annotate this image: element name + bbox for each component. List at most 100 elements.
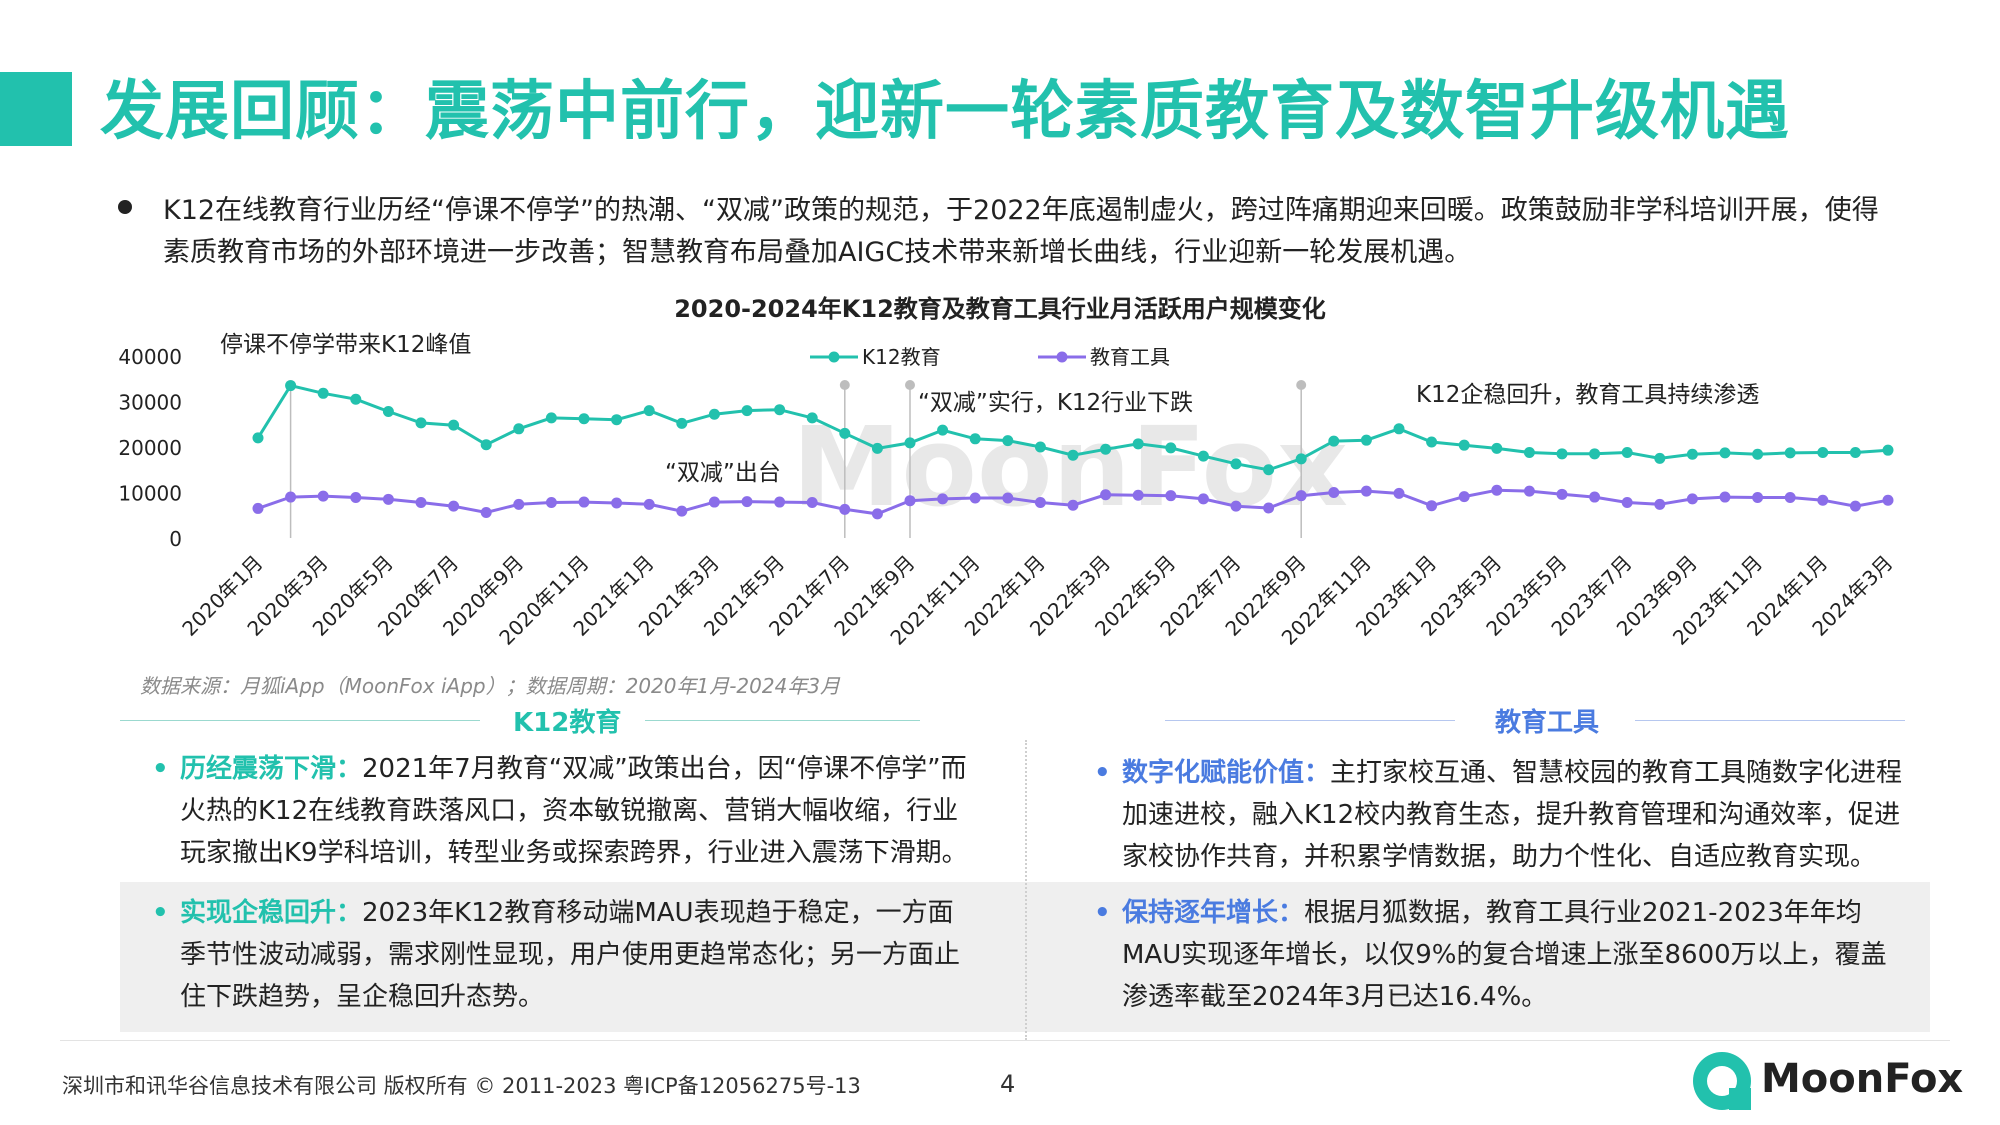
data-point xyxy=(382,493,394,505)
page-number: 4 xyxy=(1000,1070,1016,1098)
k12-section-header: K12教育 xyxy=(120,700,920,740)
data-point xyxy=(806,412,818,424)
data-point xyxy=(448,500,460,512)
page-title: 发展回顾：震荡中前行，迎新一轮素质教育及数智升级机遇 xyxy=(100,75,1790,149)
chart-annotation: K12企稳回升，教育工具持续渗透 xyxy=(1416,382,1759,408)
data-point xyxy=(937,424,949,436)
data-point xyxy=(1719,491,1731,503)
data-point xyxy=(1328,435,1340,447)
point-text: 根据月狐数据，教育工具行业2021-2023年年均MAU实现逐年增长，以仅9%的… xyxy=(1122,898,1887,1012)
data-point xyxy=(1067,499,1079,511)
data-point xyxy=(1654,452,1666,464)
header-rule-right xyxy=(1635,720,1905,721)
data-point xyxy=(448,419,460,431)
point-key: 实现企稳回升： xyxy=(180,898,363,928)
data-point xyxy=(1523,446,1535,458)
data-point xyxy=(1295,453,1307,465)
bullet-dot-icon: • xyxy=(1094,898,1111,928)
data-point xyxy=(1784,492,1796,504)
section-divider xyxy=(1025,740,1027,1040)
data-point xyxy=(1686,448,1698,460)
point-text: 2023年K12教育移动端MAU表现趋于稳定，一方面季节性波动减弱，需求刚性显现… xyxy=(180,898,961,1012)
footer-divider xyxy=(60,1040,1950,1041)
data-point xyxy=(1165,442,1177,454)
y-tick-label: 40000 xyxy=(118,345,182,369)
y-tick-label: 0 xyxy=(169,527,182,551)
moonfox-logo: MoonFox xyxy=(1693,1052,1963,1112)
data-point xyxy=(415,497,427,509)
y-tick-label: 20000 xyxy=(118,436,182,460)
data-point xyxy=(969,433,981,445)
legend-marker xyxy=(828,351,840,363)
bullet-dot-icon: • xyxy=(152,898,169,928)
data-point xyxy=(1686,493,1698,505)
data-point xyxy=(1328,487,1340,498)
annotation-guide-dot xyxy=(905,380,915,390)
data-point xyxy=(643,405,655,417)
copyright-text: 深圳市和讯华谷信息技术有限公司 版权所有 © 2011-2023 粤ICP备12… xyxy=(62,1074,861,1098)
brand-name: MoonFox xyxy=(1761,1056,1964,1102)
y-tick-label: 30000 xyxy=(118,391,182,415)
header-rule-left xyxy=(1165,720,1455,721)
data-point xyxy=(1882,494,1894,506)
data-point xyxy=(839,503,851,515)
data-point xyxy=(1752,492,1764,504)
data-point xyxy=(611,497,623,509)
data-point xyxy=(382,406,394,418)
data-point xyxy=(676,417,688,429)
data-point xyxy=(1849,500,1861,512)
chart-annotation: “双减”实行，K12行业下跌 xyxy=(918,390,1193,416)
data-point xyxy=(1719,447,1731,459)
bullet-dot-icon: • xyxy=(152,754,169,784)
data-point xyxy=(1132,438,1144,450)
data-point xyxy=(350,393,362,405)
data-point xyxy=(1263,464,1275,476)
data-point xyxy=(839,427,851,439)
data-point xyxy=(611,414,623,426)
data-point xyxy=(252,432,264,444)
chart-annotation: “双减”出台 xyxy=(665,460,781,486)
data-point xyxy=(415,417,427,429)
point-key: 历经震荡下滑： xyxy=(180,754,363,784)
intro-paragraph: K12在线教育行业历经“停课不停学”的热潮、“双减”政策的规范，于2022年底遏… xyxy=(163,195,1879,268)
data-point xyxy=(1654,498,1666,510)
data-point xyxy=(1230,458,1242,470)
data-point xyxy=(1165,490,1177,502)
data-point xyxy=(545,412,557,424)
data-point xyxy=(643,498,655,510)
data-point xyxy=(578,413,590,425)
data-point xyxy=(1230,500,1242,512)
moonfox-logo-icon xyxy=(1693,1052,1751,1110)
data-point xyxy=(1556,448,1568,460)
data-point xyxy=(317,387,329,399)
data-point xyxy=(1393,423,1405,435)
data-point xyxy=(1458,491,1470,503)
data-point xyxy=(513,498,525,510)
point-text: 主打家校互通、智慧校园的教育工具随数字化进程加速进校，融入K12校内教育生态，提… xyxy=(1122,758,1903,872)
chart-annotation: 停课不停学带来K12峰值 xyxy=(220,332,471,358)
data-point xyxy=(1621,497,1633,509)
tools-point-2: • 保持逐年增长：根据月狐数据，教育工具行业2021-2023年年均MAU实现逐… xyxy=(1094,892,1912,1018)
data-source-note: 数据来源：月狐iApp（MoonFox iApp）；数据周期：2020年1月-2… xyxy=(140,674,841,698)
data-point xyxy=(871,442,883,454)
data-point xyxy=(285,491,297,503)
title-accent-bar xyxy=(0,72,72,146)
data-point xyxy=(350,492,362,504)
data-point xyxy=(904,495,916,507)
annotation-guide-dot xyxy=(839,380,850,390)
data-point xyxy=(1491,442,1503,454)
data-point xyxy=(774,404,786,416)
data-point xyxy=(708,496,720,508)
data-point xyxy=(741,496,753,508)
data-point xyxy=(806,497,818,509)
mau-line-chart: MoonFox2020-2024年K12教育及教育工具行业月活跃用户规模变化40… xyxy=(118,295,1897,650)
data-point xyxy=(1295,490,1307,502)
data-point xyxy=(1197,493,1209,505)
data-point xyxy=(1426,500,1438,512)
data-point xyxy=(1360,434,1372,446)
data-point xyxy=(1849,446,1861,458)
data-point xyxy=(317,490,329,502)
data-point xyxy=(1589,491,1601,503)
bullet-dot-icon: • xyxy=(1094,758,1111,788)
data-point xyxy=(1491,484,1503,496)
